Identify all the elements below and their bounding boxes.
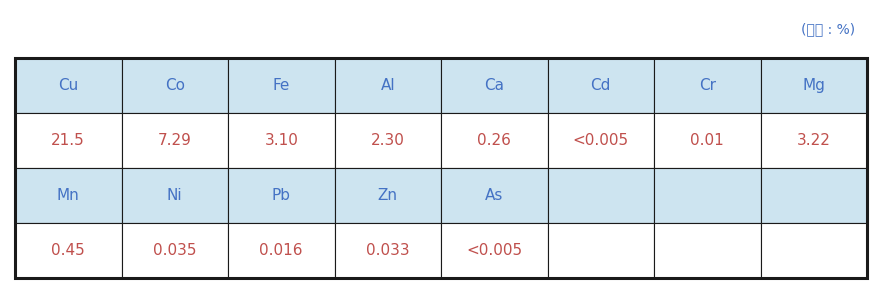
Text: (단위 : %): (단위 : %): [801, 22, 855, 36]
Text: 0.016: 0.016: [259, 243, 303, 258]
Bar: [441, 168, 548, 223]
Text: Cu: Cu: [58, 78, 78, 93]
Bar: [15, 113, 122, 168]
Bar: [654, 58, 760, 113]
Bar: [15, 223, 122, 278]
Text: Mg: Mg: [803, 78, 826, 93]
Bar: [122, 113, 228, 168]
Text: Zn: Zn: [377, 188, 398, 203]
Bar: [228, 58, 334, 113]
Text: 0.035: 0.035: [153, 243, 197, 258]
Text: 0.01: 0.01: [691, 133, 724, 148]
Text: Co: Co: [165, 78, 184, 93]
Bar: [122, 58, 228, 113]
Text: <0.005: <0.005: [572, 133, 629, 148]
Text: 2.30: 2.30: [370, 133, 405, 148]
Bar: [228, 113, 334, 168]
Bar: [760, 168, 867, 223]
Bar: [334, 58, 441, 113]
Text: 7.29: 7.29: [158, 133, 191, 148]
Bar: [228, 168, 334, 223]
Bar: [15, 168, 122, 223]
Text: <0.005: <0.005: [467, 243, 522, 258]
Text: 0.033: 0.033: [366, 243, 409, 258]
Bar: [548, 113, 654, 168]
Bar: [548, 223, 654, 278]
Bar: [334, 113, 441, 168]
Bar: [654, 168, 760, 223]
Bar: [654, 113, 760, 168]
Bar: [122, 223, 228, 278]
Bar: [441, 58, 548, 113]
Bar: [15, 58, 122, 113]
Bar: [548, 168, 654, 223]
Text: Cr: Cr: [699, 78, 716, 93]
Text: 3.10: 3.10: [265, 133, 298, 148]
Bar: [441, 223, 548, 278]
Bar: [122, 168, 228, 223]
Bar: [760, 113, 867, 168]
Text: Pb: Pb: [272, 188, 291, 203]
Text: Fe: Fe: [273, 78, 290, 93]
Text: As: As: [485, 188, 504, 203]
Text: 0.45: 0.45: [51, 243, 86, 258]
Bar: [15, 58, 867, 278]
Bar: [548, 58, 654, 113]
Text: Al: Al: [380, 78, 395, 93]
Text: Ni: Ni: [167, 188, 183, 203]
Bar: [228, 223, 334, 278]
Text: Ca: Ca: [484, 78, 505, 93]
Text: Mn: Mn: [56, 188, 79, 203]
Text: 3.22: 3.22: [796, 133, 831, 148]
Bar: [760, 58, 867, 113]
Bar: [760, 223, 867, 278]
Bar: [334, 168, 441, 223]
Bar: [334, 223, 441, 278]
Text: 21.5: 21.5: [51, 133, 86, 148]
Bar: [441, 113, 548, 168]
Text: Cd: Cd: [591, 78, 611, 93]
Text: 0.26: 0.26: [477, 133, 512, 148]
Bar: [654, 223, 760, 278]
